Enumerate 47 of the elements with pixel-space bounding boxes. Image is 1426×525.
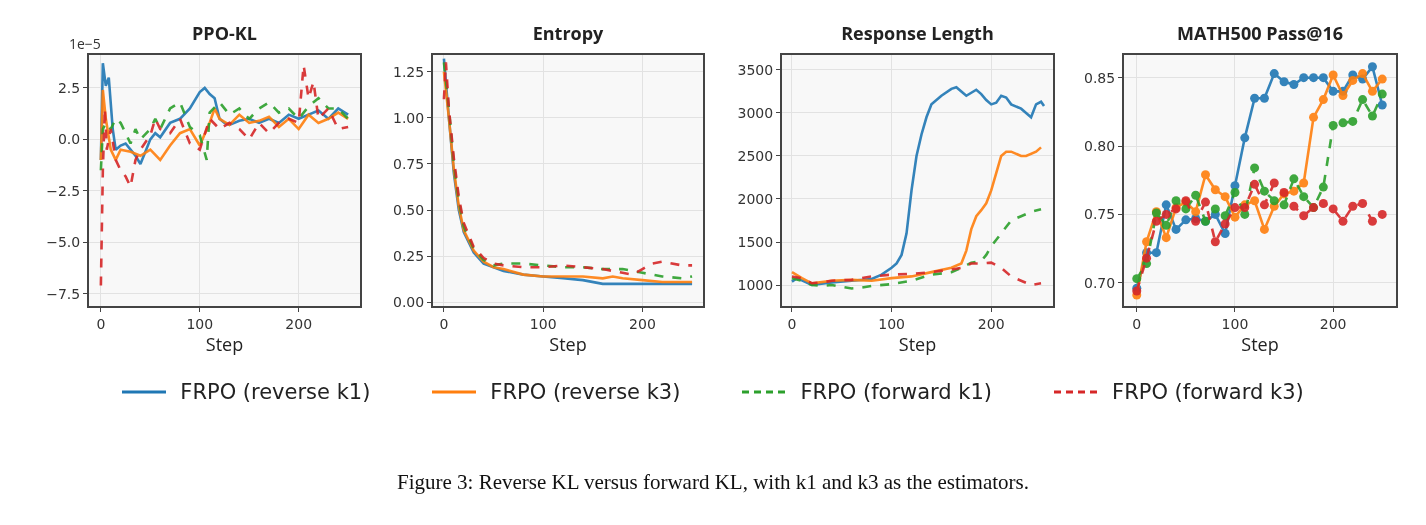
legend-label: FRPO (reverse k1) <box>180 380 371 404</box>
x-axis-title: Step <box>549 331 587 356</box>
y-tick-label: −5.0 <box>46 234 81 251</box>
y-tick-label: 2500 <box>737 147 774 164</box>
y-tick-label: 0.25 <box>393 248 425 265</box>
chart-title: Response Length <box>841 21 994 45</box>
y-tick-label: −2.5 <box>46 182 81 199</box>
chart-title: MATH500 Pass@16 <box>1177 21 1343 45</box>
y-tick-label: 1.25 <box>393 63 425 80</box>
legend-label: FRPO (forward k3) <box>1112 380 1304 404</box>
y-tick-label: 1500 <box>737 233 774 250</box>
y-tick-label: 2.5 <box>57 79 81 96</box>
x-tick-label: 100 <box>878 315 905 332</box>
x-tick-label: 200 <box>629 315 656 332</box>
x-tick-label: 100 <box>1221 315 1249 332</box>
legend-label: FRPO (forward k1) <box>800 380 993 404</box>
y-tick-label: 1000 <box>737 276 774 293</box>
x-tick-label: 0 <box>96 315 106 332</box>
legend-label: FRPO (reverse k3) <box>490 380 681 404</box>
x-axis-title: Step <box>898 331 937 356</box>
y-tick-label: 0.75 <box>1084 206 1116 223</box>
x-tick-label: 0 <box>1132 315 1142 332</box>
x-tick-label: 0 <box>787 315 797 332</box>
y-tick-label: 2000 <box>737 190 774 207</box>
text: 1e−5 <box>69 34 101 53</box>
y-tick-label: 3000 <box>737 104 774 121</box>
chart-title: PPO-KL <box>192 21 257 45</box>
x-tick-label: 200 <box>977 315 1005 332</box>
y-tick-label: 0.85 <box>1084 69 1116 86</box>
x-axis-title: Step <box>1241 331 1279 356</box>
caption: Figure 3: Reverse KL versus forward KL, with k1 and k3 as the estimators. <box>396 470 1030 495</box>
y-tick-label: 0.00 <box>393 294 425 311</box>
x-tick-label: 0 <box>439 315 449 332</box>
y-tick-label: −7.5 <box>46 285 81 302</box>
y-tick-label: 0.70 <box>1084 274 1116 291</box>
y-tick-label: 1.00 <box>393 109 425 126</box>
y-tick-label: 0.0 <box>57 131 81 148</box>
x-tick-label: 200 <box>1319 315 1347 332</box>
y-tick-label: 3500 <box>737 61 774 78</box>
x-axis-title: Step <box>205 331 244 356</box>
x-tick-label: 100 <box>186 315 214 332</box>
y-tick-label: 0.80 <box>1084 137 1116 154</box>
x-tick-label: 100 <box>529 315 557 332</box>
y-tick-label: 0.50 <box>393 201 425 218</box>
x-tick-label: 200 <box>285 315 313 332</box>
chart-title: Entropy <box>532 21 605 45</box>
y-tick-label: 0.75 <box>393 155 425 172</box>
